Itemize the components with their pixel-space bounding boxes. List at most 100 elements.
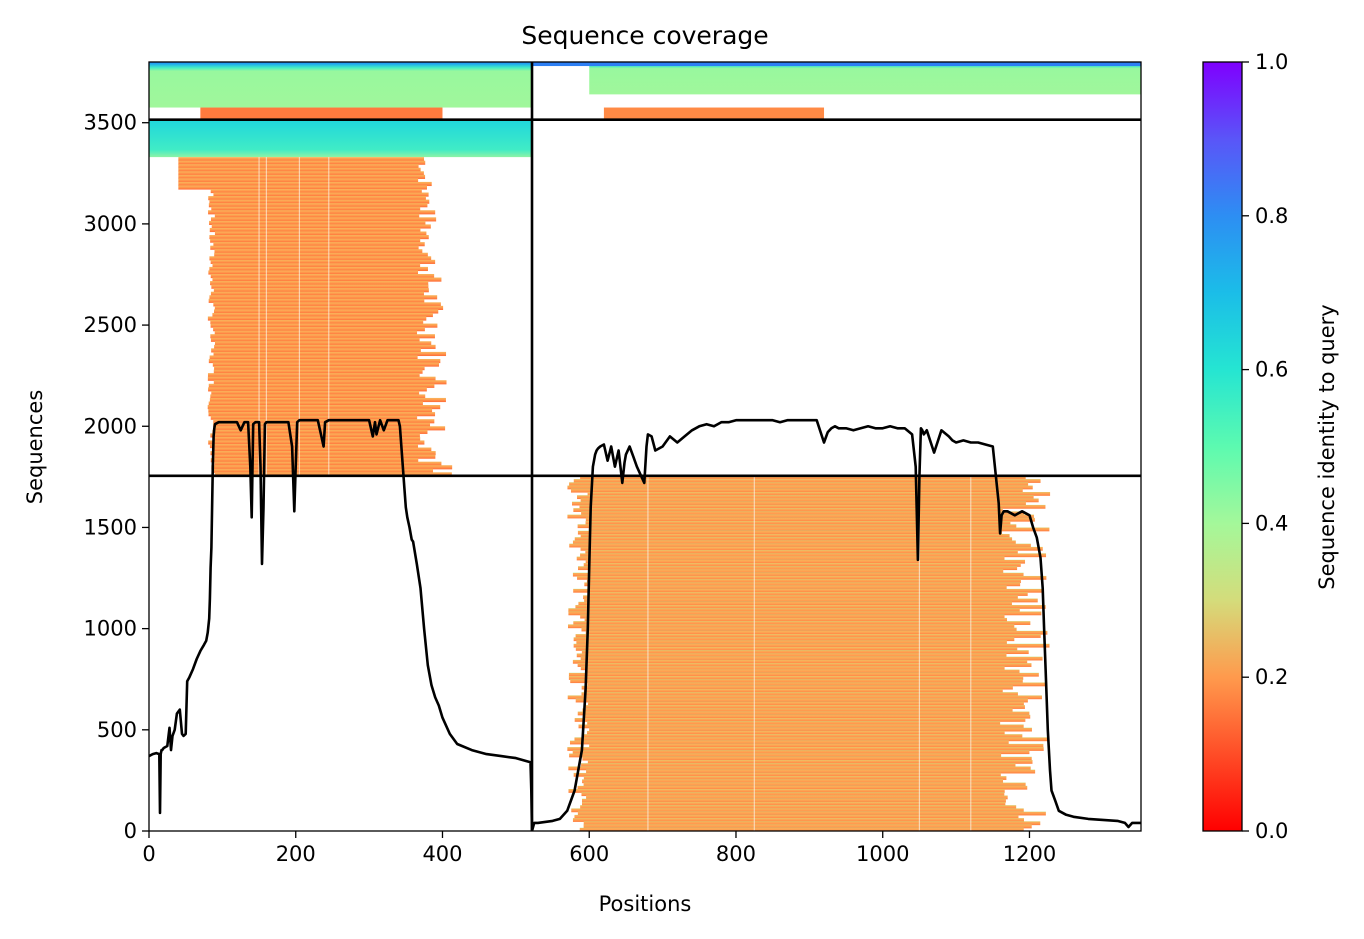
msa-row-a	[208, 387, 427, 392]
msa-row-b	[573, 479, 1041, 483]
msa-row-a	[207, 376, 436, 381]
msa-row-a	[207, 316, 427, 321]
msa-row-b	[568, 676, 1024, 680]
msa-row-b	[587, 491, 1051, 496]
msa-row-b	[580, 805, 1017, 809]
msa-row-b	[582, 734, 1023, 738]
msa-row-a	[208, 412, 436, 417]
msa-row-b	[586, 795, 1008, 800]
msa-row-a	[207, 405, 441, 410]
y-tick-label: 0	[124, 819, 137, 843]
msa-row-a	[208, 383, 435, 388]
msa-row-a	[212, 312, 433, 318]
msa-row-b	[576, 653, 1007, 658]
msa-row-b	[572, 750, 1030, 755]
msa-row-b	[583, 782, 1026, 787]
msa-row-b	[580, 475, 1026, 480]
msa-row-a	[213, 380, 447, 385]
msa-row-b	[587, 730, 1005, 735]
msa-row-a	[209, 220, 426, 226]
msa-row-b	[575, 698, 1028, 703]
msa-row-b	[568, 624, 1015, 629]
chart-title: Sequence coverage	[521, 21, 768, 50]
msa-row-b	[568, 611, 1042, 616]
plot-area	[149, 62, 1141, 831]
msa-row-b	[583, 824, 1032, 829]
msa-row-a	[212, 362, 439, 367]
msa-row-b	[587, 721, 1001, 726]
msa-row-b	[580, 656, 1043, 661]
msa-row-b	[574, 737, 1050, 742]
msa-row-a	[208, 401, 423, 406]
msa-row-b	[582, 779, 1004, 784]
axes-box	[148, 61, 1142, 832]
msa-row-b	[579, 504, 1046, 509]
msa-row-b	[588, 585, 1007, 590]
msa-row-b	[578, 724, 1024, 729]
msa-row-b	[582, 756, 1032, 761]
colorbar-tick-label: 0.2	[1255, 665, 1288, 689]
msa-row-a	[211, 348, 421, 353]
msa-row-a	[208, 440, 425, 445]
msa-row-a	[209, 443, 419, 449]
msa-row-b	[588, 701, 1024, 706]
colorbar-tick-label: 0.8	[1255, 204, 1288, 228]
msa-row-a	[210, 323, 438, 328]
msa-row-b	[581, 627, 1017, 632]
msa-row-b	[581, 763, 1016, 768]
msa-block-top-left	[149, 62, 533, 108]
x-tick-label: 600	[569, 842, 609, 866]
msa-row-b	[577, 711, 1030, 716]
msa-row-a	[213, 288, 429, 293]
msa-row-b	[577, 575, 1047, 580]
colorbar-gradient	[1202, 61, 1243, 832]
msa-row-b	[573, 508, 1003, 512]
msa-row-a	[210, 320, 424, 325]
y-axis: 0 500 1000 1500 2000 2500 3000 3500	[84, 111, 149, 843]
msa-row-b	[584, 582, 1021, 587]
msa-row-b	[570, 488, 1023, 493]
msa-row-a	[210, 238, 421, 243]
msa-row-b	[586, 669, 1020, 674]
msa-row-a	[214, 330, 418, 335]
msa-row-a	[210, 188, 422, 194]
msa-row-b	[584, 617, 1008, 622]
colorbar-tick-label: 1.0	[1255, 50, 1288, 74]
msa-row-a	[214, 426, 446, 431]
msa-row-b	[577, 524, 1017, 529]
x-tick-label: 1000	[856, 842, 909, 866]
msa-row-b	[569, 740, 1009, 745]
msa-row-a	[212, 447, 432, 452]
msa-row-a	[210, 245, 419, 250]
msa-row-a	[211, 224, 431, 229]
msa-row-b	[588, 527, 1050, 532]
msa-row-b	[588, 592, 1028, 596]
msa-row-a	[214, 454, 436, 459]
y-tick-label: 3500	[84, 111, 137, 135]
msa-row-b	[573, 643, 1050, 648]
msa-row-b	[571, 808, 1024, 813]
msa-row-a	[214, 341, 432, 346]
msa-row-a	[209, 266, 428, 272]
msa-row-b	[574, 537, 1013, 542]
x-axis: 0 200 400 600 800 1000 1200	[142, 831, 1056, 866]
msa-row-a	[214, 252, 428, 257]
msa-row-a	[209, 235, 429, 240]
msa-row-b	[578, 601, 1012, 606]
msa-row-a	[214, 366, 425, 371]
msa-row-b	[570, 679, 1023, 684]
msa-row-a	[210, 433, 420, 438]
msa-row-a	[178, 157, 425, 162]
colorbar-ticks: 0.0 0.2 0.4 0.6 0.8 1.0	[1242, 50, 1288, 843]
msa-row-b	[589, 743, 1044, 748]
msa-row-b	[586, 579, 1021, 583]
msa-row-a	[208, 408, 433, 413]
msa-row-a	[214, 344, 436, 349]
y-tick-label: 2000	[84, 414, 137, 438]
msa-row-a	[210, 281, 429, 286]
msa-row-a	[178, 171, 424, 176]
x-tick-label: 0	[142, 842, 155, 866]
colorbar-tick-label: 0.0	[1255, 819, 1288, 843]
msa-row-b	[580, 553, 1047, 558]
